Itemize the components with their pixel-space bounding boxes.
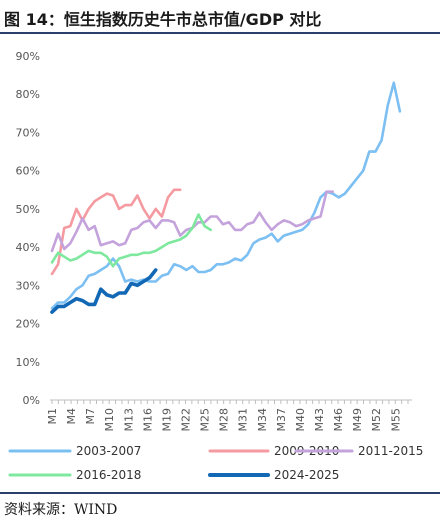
x-tick-label: M4 [65, 408, 78, 425]
x-tick-label: M22 [180, 408, 193, 432]
x-tick-label: M25 [199, 408, 212, 432]
x-tick-label: M37 [275, 408, 288, 432]
y-tick-label: 10% [16, 356, 40, 369]
x-tick-label: M52 [370, 408, 383, 432]
x-tick-label: M16 [141, 408, 154, 432]
x-tick-label: M55 [389, 408, 402, 432]
top-rule [0, 32, 440, 34]
x-tick-label: M34 [256, 408, 269, 432]
series-line-2016-2018 [50, 213, 212, 268]
y-tick-label: 70% [16, 126, 40, 139]
legend-label: 2016-2018 [76, 468, 141, 482]
x-axis-ticks [51, 400, 409, 404]
source-note: 资料来源：WIND [4, 502, 118, 518]
series-line-2009-2010 [50, 188, 182, 276]
legend-label: 2011-2015 [358, 444, 423, 458]
legend-label: 2003-2007 [76, 444, 141, 458]
x-tick-label: M7 [84, 408, 97, 425]
bottom-rule [0, 492, 440, 494]
line-chart: 0%10%20%30%40%50%60%70%80%90% M1 M4 M7 M10 M… [8, 50, 423, 482]
x-tick-label: M1 [46, 408, 59, 425]
x-tick-label: M13 [122, 408, 135, 432]
y-tick-label: 40% [16, 241, 40, 254]
y-tick-label: 20% [16, 318, 40, 331]
series-lines [50, 81, 402, 314]
x-tick-label: M40 [294, 408, 307, 432]
title-row: 图 14：恒生指数历史牛市总市值/GDP 对比 [0, 0, 440, 34]
y-tick-label: 60% [16, 165, 40, 178]
x-tick-label: M49 [351, 408, 364, 432]
x-tick-label: M43 [313, 408, 326, 432]
x-tick-label: M46 [332, 408, 345, 432]
y-axis-labels: 0% 10% 20% 30% 40% 50% 60% 70% 80% 90% [16, 50, 40, 407]
legend-label: 2024-2025 [274, 468, 339, 482]
figure-title: 图 14：恒生指数历史牛市总市值/GDP 对比 [4, 10, 322, 29]
x-tick-label: M19 [160, 408, 173, 432]
x-tick-label: M10 [103, 408, 116, 432]
series-line-2024-2025 [50, 268, 158, 314]
y-tick-label: 30% [16, 279, 40, 292]
y-tick-label: 0% [23, 394, 40, 407]
y-tick-label: 80% [16, 88, 40, 101]
x-tick-label: M28 [218, 408, 231, 432]
x-axis-labels: M1 M4 M7 M10 M13 M16 M19 M22 M25 M28 M31 M34 M37 M40 M… [46, 408, 402, 432]
x-tick-label: M31 [237, 408, 250, 432]
y-tick-label: 90% [16, 50, 40, 63]
y-tick-label: 50% [16, 203, 40, 216]
